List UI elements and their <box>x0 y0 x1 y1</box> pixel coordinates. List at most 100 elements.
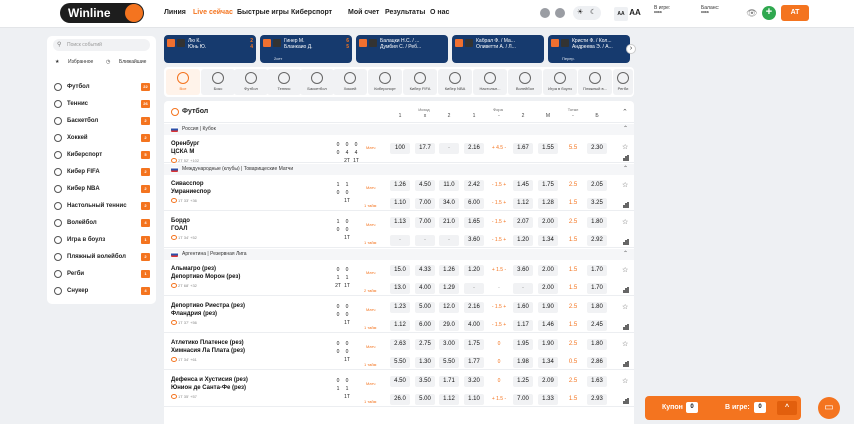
odds-cell[interactable]: 34.0 <box>439 198 459 209</box>
odds-cell[interactable]: - <box>439 235 459 246</box>
odds-cell[interactable]: 1.26 <box>439 265 459 276</box>
team-name[interactable]: Депортиво Морон (рез) <box>171 274 241 280</box>
sport-filter-beach-volleyball[interactable]: Пляжный в... <box>578 69 612 95</box>
sport-filter-boxing[interactable]: Бокс <box>201 69 235 95</box>
stats-icon[interactable] <box>623 361 629 367</box>
league-header[interactable]: Россия | Кубок ⌃ <box>164 124 634 135</box>
odds-cell[interactable]: 2.92 <box>587 235 607 246</box>
star-icon[interactable]: ☆ <box>622 219 629 226</box>
stats-icon[interactable] <box>623 324 629 330</box>
odds-cell[interactable]: 2.05 <box>587 180 607 191</box>
deposit-button[interactable]: + <box>762 6 776 20</box>
nav-my-account[interactable]: Мой счет <box>348 9 380 16</box>
theme-toggle[interactable]: ☀ ☾ <box>573 6 601 20</box>
odds-cell[interactable]: 1.75 <box>538 180 558 191</box>
star-icon[interactable]: ☆ <box>622 341 629 348</box>
team-name[interactable]: Химнасия Ла Плата (рез) <box>171 348 246 354</box>
sidebar-item-football[interactable]: Футбол 22 <box>54 81 150 93</box>
league-header[interactable]: Международные (клубы) | Товарищеские Мат… <box>164 164 634 175</box>
odds-cell[interactable]: 2.00 <box>538 265 558 276</box>
odds-cell[interactable]: 3.60 <box>513 265 533 276</box>
chevron-up-icon[interactable]: ^ <box>777 401 797 415</box>
odds-cell[interactable]: 1.60 <box>513 302 533 313</box>
team-name[interactable]: Юнион де Санта-Фе (рез) <box>171 385 247 391</box>
team-name[interactable]: Депортиво Риестра (рез) <box>171 303 246 309</box>
font-small-button[interactable]: AA <box>614 7 628 21</box>
odds-cell[interactable]: 1.26 <box>390 180 410 191</box>
odds-cell[interactable]: - <box>390 235 410 246</box>
nav-live[interactable]: Live сейчас <box>193 9 233 16</box>
league-header[interactable]: Аргентина | Резервная Лига ⌃ <box>164 249 634 260</box>
odds-cell[interactable]: 6.00 <box>464 198 484 209</box>
odds-cell[interactable]: 1.10 <box>464 394 484 405</box>
nav-results[interactable]: Результаты <box>385 9 426 16</box>
favorites-star-icon[interactable]: ★ <box>55 59 60 65</box>
odds-cell[interactable]: 5.50 <box>390 357 410 368</box>
sport-filter-bowls[interactable]: Игра в боулз <box>543 69 577 95</box>
sidebar-item-esports[interactable]: Киберспорт 5 <box>54 149 150 161</box>
sport-filter-all[interactable]: Все <box>166 69 200 95</box>
odds-cell[interactable]: 4.00 <box>415 283 435 294</box>
sidebar-item-tennis[interactable]: Теннис 26 <box>54 98 150 110</box>
sidebar-item-beach-volleyball[interactable]: Пляжный волейбол 2 <box>54 251 150 263</box>
star-icon[interactable]: ☆ <box>622 378 629 385</box>
odds-cell[interactable]: 1.70 <box>587 265 607 276</box>
sidebar-item-basketball[interactable]: Баскетбол 2 <box>54 115 150 127</box>
nav-about[interactable]: О нас <box>430 9 450 16</box>
odds-cell[interactable]: 1.34 <box>538 235 558 246</box>
sidebar-item-cyber-nba[interactable]: Кибер NBA 2 <box>54 183 150 195</box>
odds-cell[interactable]: 1.95 <box>513 339 533 350</box>
sport-filter-cyber-fifa[interactable]: Кибер FIFA <box>403 69 437 95</box>
odds-cell[interactable]: 1.13 <box>390 217 410 228</box>
sidebar-item-snooker[interactable]: Снукер 4 <box>54 285 150 297</box>
odds-cell[interactable]: 1.20 <box>464 265 484 276</box>
odds-cell[interactable]: 6.00 <box>415 320 435 331</box>
odds-cell[interactable]: 7.00 <box>415 198 435 209</box>
sport-filter-basketball[interactable]: Баскетбол <box>300 69 334 95</box>
live-card[interactable]: Гинер М. Бланкаио Д. 6 5 2сет <box>260 35 352 63</box>
odds-cell[interactable]: 3.60 <box>464 235 484 246</box>
odds-cell[interactable]: 2.42 <box>464 180 484 191</box>
odds-cell[interactable]: 3.50 <box>415 376 435 387</box>
odds-cell[interactable]: 1.63 <box>587 376 607 387</box>
odds-cell[interactable]: 4.33 <box>415 265 435 276</box>
odds-cell[interactable]: 11.0 <box>439 180 459 191</box>
odds-cell[interactable]: 1.80 <box>587 339 607 350</box>
team-name[interactable]: Альмагро (рез) <box>171 266 217 272</box>
odds-cell[interactable]: 1.77 <box>464 357 484 368</box>
odds-cell[interactable]: 3.20 <box>464 376 484 387</box>
odds-cell[interactable]: 1.28 <box>538 198 558 209</box>
star-icon[interactable]: ☆ <box>622 267 629 274</box>
odds-cell[interactable]: 5.00 <box>415 302 435 313</box>
star-icon[interactable]: ☆ <box>622 182 629 189</box>
live-card[interactable]: Кристи Ф. / Кол... Андреева Э. / А... Пер… <box>548 35 630 63</box>
odds-cell[interactable]: 1.29 <box>439 283 459 294</box>
sport-filter-hockey[interactable]: Хоккей <box>333 69 367 95</box>
odds-cell[interactable]: 1.75 <box>464 339 484 350</box>
chevron-up-icon[interactable]: ⌃ <box>622 251 628 257</box>
team-name[interactable]: Атлетико Платенсе (рез) <box>171 340 244 346</box>
odds-cell[interactable]: 2.16 <box>464 143 484 154</box>
odds-cell[interactable]: 1.70 <box>587 283 607 294</box>
odds-cell[interactable]: 5.50 <box>439 357 459 368</box>
odds-cell[interactable]: 1.98 <box>513 357 533 368</box>
odds-cell[interactable]: 5.00 <box>415 394 435 405</box>
odds-cell[interactable]: 1.10 <box>390 198 410 209</box>
odds-cell[interactable]: 2.07 <box>513 217 533 228</box>
odds-cell[interactable]: 7.00 <box>415 217 435 228</box>
odds-cell[interactable]: 17.7 <box>415 143 435 154</box>
odds-cell[interactable]: 2.00 <box>538 217 558 228</box>
stats-icon[interactable] <box>623 287 629 293</box>
odds-cell[interactable]: 21.0 <box>439 217 459 228</box>
odds-cell[interactable]: 1.23 <box>390 302 410 313</box>
odds-cell[interactable]: 2.09 <box>538 376 558 387</box>
odds-cell[interactable]: 3.00 <box>439 339 459 350</box>
odds-cell[interactable]: 2.93 <box>587 394 607 405</box>
stats-icon[interactable] <box>623 155 629 161</box>
android-icon[interactable] <box>540 8 550 18</box>
odds-cell[interactable]: 1.12 <box>390 320 410 331</box>
eye-icon[interactable]: 👁 <box>746 8 758 18</box>
sidebar-item-rugby[interactable]: Регби 1 <box>54 268 150 280</box>
sidebar-item-table-tennis[interactable]: Настольный теннис 2 <box>54 200 150 212</box>
stats-icon[interactable] <box>623 239 629 245</box>
